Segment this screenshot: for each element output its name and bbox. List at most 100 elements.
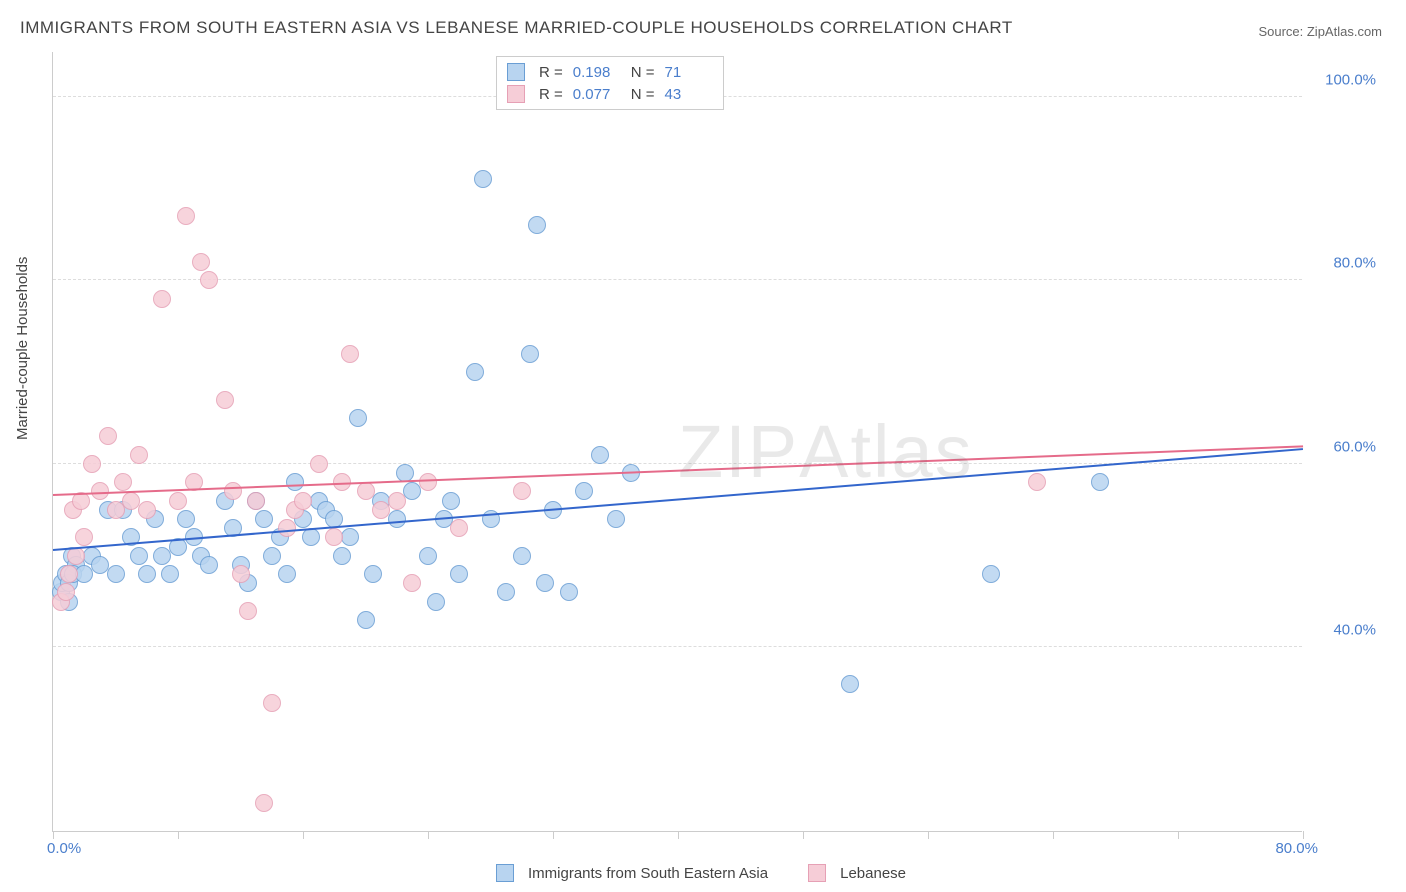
data-point xyxy=(302,528,320,546)
gridline xyxy=(53,279,1302,280)
r-value-series2: 0.077 xyxy=(573,86,621,103)
swatch-series1-icon xyxy=(507,63,525,81)
data-point xyxy=(1028,473,1046,491)
r-label: R = xyxy=(539,86,563,103)
data-point xyxy=(419,473,437,491)
gridline xyxy=(53,646,1302,647)
source-citation: Source: ZipAtlas.com xyxy=(1258,24,1382,39)
swatch-series2-icon xyxy=(507,85,525,103)
legend-row-series1: R = 0.198 N = 71 xyxy=(507,61,713,83)
data-point xyxy=(591,446,609,464)
data-point xyxy=(224,482,242,500)
data-point xyxy=(333,547,351,565)
data-point xyxy=(349,409,367,427)
data-point xyxy=(232,565,250,583)
legend-label-series1: Immigrants from South Eastern Asia xyxy=(528,865,768,882)
data-point xyxy=(169,492,187,510)
swatch-series2-icon xyxy=(808,864,826,882)
data-point xyxy=(83,455,101,473)
data-point xyxy=(200,556,218,574)
data-point xyxy=(403,574,421,592)
x-tick xyxy=(428,831,429,839)
watermark: ZIPAtlas xyxy=(678,409,974,494)
data-point xyxy=(255,510,273,528)
x-tick xyxy=(803,831,804,839)
data-point xyxy=(239,602,257,620)
n-value-series2: 43 xyxy=(665,86,713,103)
data-point xyxy=(466,363,484,381)
data-point xyxy=(278,565,296,583)
data-point xyxy=(263,694,281,712)
data-point xyxy=(513,482,531,500)
x-tick xyxy=(178,831,179,839)
data-point xyxy=(247,492,265,510)
y-tick-label: 100.0% xyxy=(1316,71,1376,88)
x-tick xyxy=(678,831,679,839)
x-tick xyxy=(553,831,554,839)
data-point xyxy=(255,794,273,812)
y-axis-label: Married-couple Households xyxy=(14,257,31,440)
data-point xyxy=(107,565,125,583)
data-point xyxy=(294,492,312,510)
data-point xyxy=(310,455,328,473)
data-point xyxy=(177,510,195,528)
series-legend: Immigrants from South Eastern Asia Leban… xyxy=(496,864,906,882)
data-point xyxy=(177,207,195,225)
x-tick xyxy=(1303,831,1304,839)
data-point xyxy=(427,593,445,611)
data-point xyxy=(341,528,359,546)
data-point xyxy=(575,482,593,500)
n-value-series1: 71 xyxy=(665,64,713,81)
data-point xyxy=(138,501,156,519)
data-point xyxy=(60,565,78,583)
trendline xyxy=(53,445,1303,496)
data-point xyxy=(153,290,171,308)
data-point xyxy=(192,253,210,271)
data-point xyxy=(341,345,359,363)
x-tick-label-max: 80.0% xyxy=(1275,840,1318,857)
data-point xyxy=(130,446,148,464)
r-label: R = xyxy=(539,64,563,81)
data-point xyxy=(536,574,554,592)
data-point xyxy=(216,391,234,409)
data-point xyxy=(57,583,75,601)
data-point xyxy=(841,675,859,693)
data-point xyxy=(357,482,375,500)
data-point xyxy=(513,547,531,565)
chart-title: IMMIGRANTS FROM SOUTH EASTERN ASIA VS LE… xyxy=(20,18,1013,38)
chart-plot-area: ZIPAtlas 40.0%60.0%80.0%100.0%0.0%80.0% xyxy=(52,52,1302,832)
data-point xyxy=(357,611,375,629)
data-point xyxy=(200,271,218,289)
data-point xyxy=(474,170,492,188)
data-point xyxy=(388,492,406,510)
n-label: N = xyxy=(631,64,655,81)
x-tick xyxy=(1178,831,1179,839)
legend-row-series2: R = 0.077 N = 43 xyxy=(507,83,713,105)
data-point xyxy=(497,583,515,601)
data-point xyxy=(419,547,437,565)
x-tick xyxy=(1053,831,1054,839)
data-point xyxy=(99,427,117,445)
x-tick xyxy=(303,831,304,839)
data-point xyxy=(114,473,132,491)
data-point xyxy=(388,510,406,528)
data-point xyxy=(263,547,281,565)
data-point xyxy=(286,473,304,491)
x-tick-label-min: 0.0% xyxy=(47,840,81,857)
y-tick-label: 40.0% xyxy=(1316,622,1376,639)
data-point xyxy=(364,565,382,583)
data-point xyxy=(521,345,539,363)
data-point xyxy=(560,583,578,601)
r-value-series1: 0.198 xyxy=(573,64,621,81)
data-point xyxy=(442,492,460,510)
x-tick xyxy=(53,831,54,839)
correlation-legend: R = 0.198 N = 71 R = 0.077 N = 43 xyxy=(496,56,724,110)
data-point xyxy=(607,510,625,528)
data-point xyxy=(325,528,343,546)
data-point xyxy=(528,216,546,234)
data-point xyxy=(278,519,296,537)
y-tick-label: 60.0% xyxy=(1316,438,1376,455)
data-point xyxy=(1091,473,1109,491)
data-point xyxy=(130,547,148,565)
data-point xyxy=(75,528,93,546)
